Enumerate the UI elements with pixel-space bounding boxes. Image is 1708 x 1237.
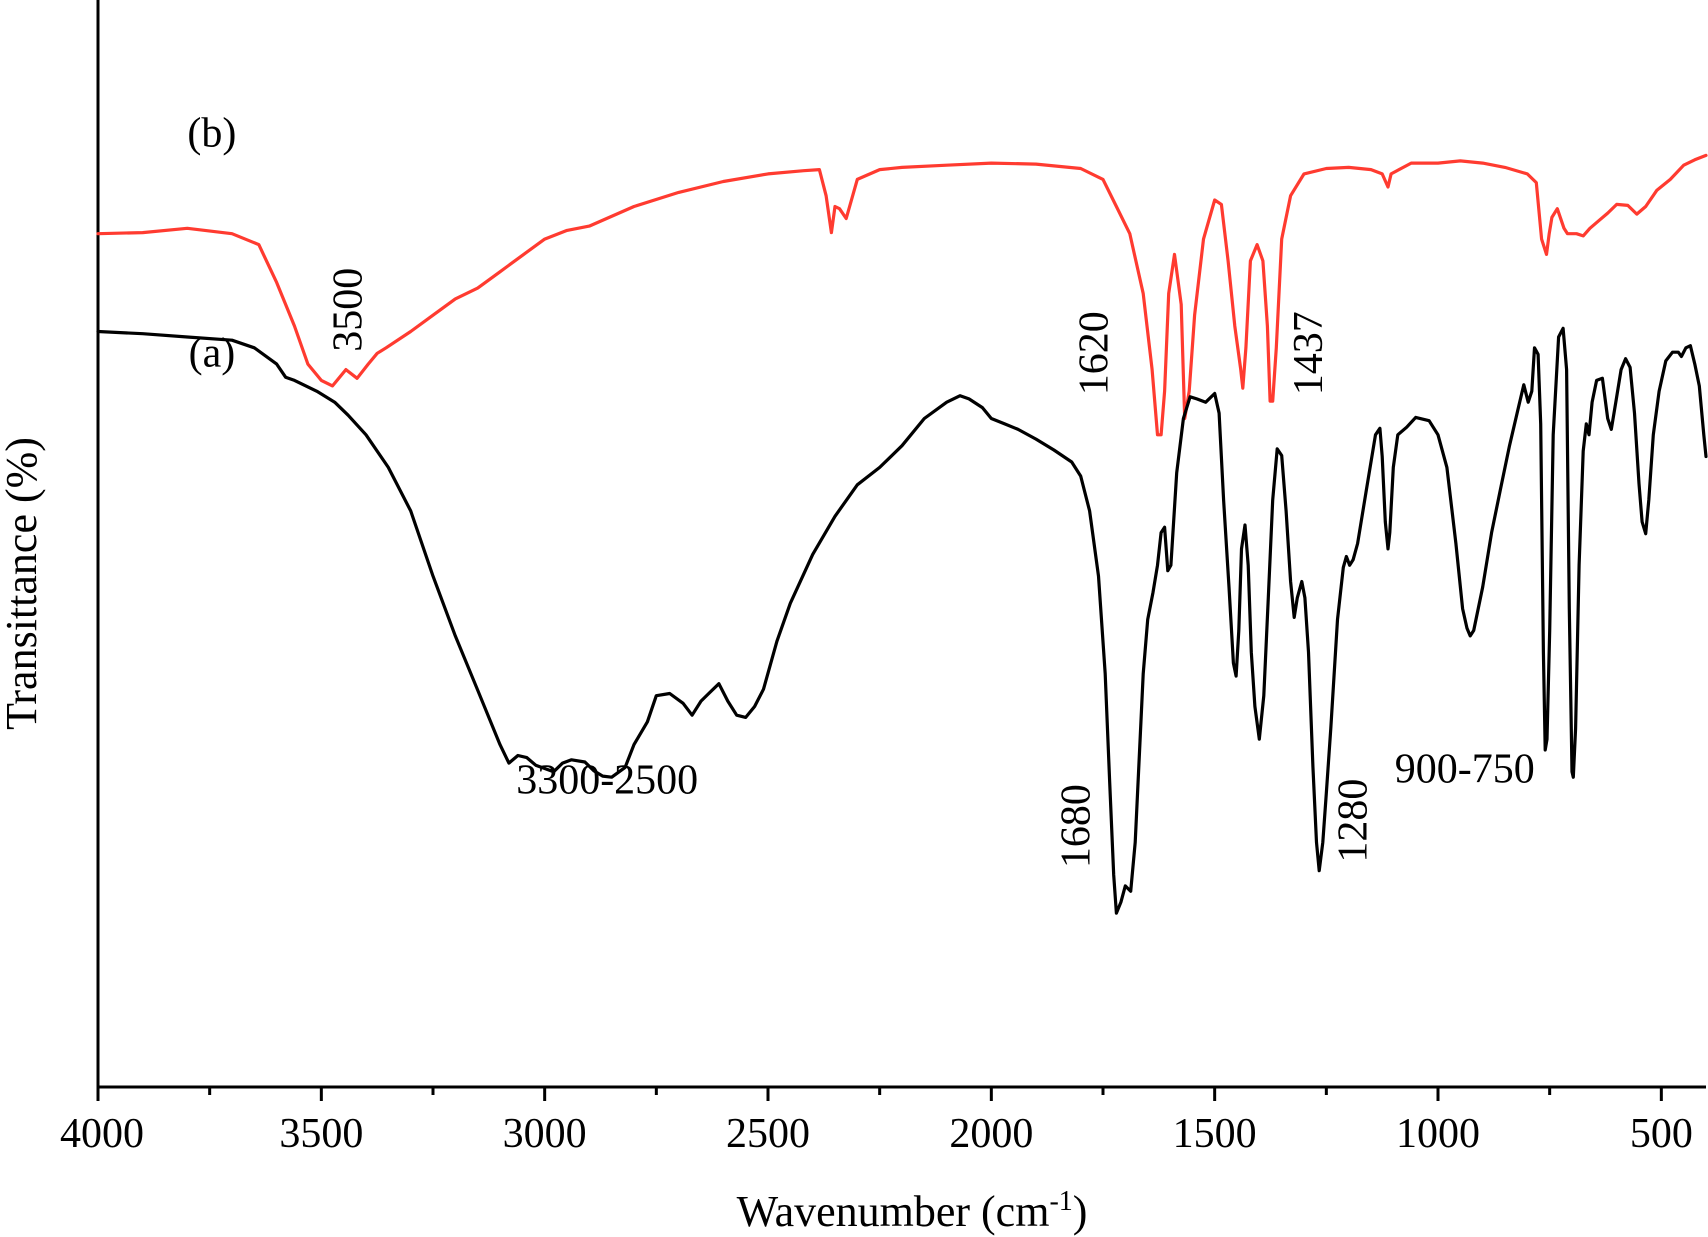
x-tick-label: 3000 — [503, 1111, 587, 1157]
peak-annotation: 3300-2500 — [516, 758, 698, 804]
peak-annotation: 3500 — [326, 268, 372, 352]
x-tick-label: 1500 — [1173, 1111, 1257, 1157]
peak-annotation: 1437 — [1286, 311, 1332, 395]
x-axis-title: Wavenumber (cm-1) — [737, 1186, 1088, 1236]
x-tick-label: 4000 — [60, 1111, 144, 1157]
peak-annotation: 1680 — [1054, 784, 1100, 868]
x-tick-label: 2000 — [949, 1111, 1033, 1157]
x-axis: 4000 3500 3000 2500 2000 1500 1000 500 Wavenumb… — [60, 1085, 1706, 1236]
x-tick-label: 500 — [1630, 1111, 1693, 1157]
y-axis: Transittance (%) — [0, 0, 100, 1087]
x-ticks: 4000 3500 3000 2500 2000 1500 1000 500 — [60, 1087, 1693, 1157]
y-axis-title: Transittance (%) — [0, 437, 46, 730]
series-labels: (b) (a) — [187, 111, 236, 377]
series-label: (a) — [189, 330, 236, 376]
series-line-a — [96, 326, 1708, 915]
x-axis-title-superscript: -1 — [1049, 1186, 1072, 1217]
peak-annotation: 1620 — [1071, 311, 1117, 395]
x-axis-title-text: Wavenumber (cm — [737, 1187, 1050, 1236]
x-tick-label: 1000 — [1396, 1111, 1480, 1157]
series-layer — [96, 153, 1708, 915]
peak-annotations: 3500 3300-2500 1620 1437 1680 1280 900-750 — [326, 268, 1535, 868]
peak-annotation: 900-750 — [1395, 747, 1535, 793]
series-label: (b) — [187, 111, 236, 157]
x-tick-label: 2500 — [726, 1111, 810, 1157]
x-tick-label: 3500 — [279, 1111, 363, 1157]
peak-annotation: 1280 — [1331, 779, 1377, 863]
x-axis-title-close: ) — [1073, 1187, 1088, 1236]
